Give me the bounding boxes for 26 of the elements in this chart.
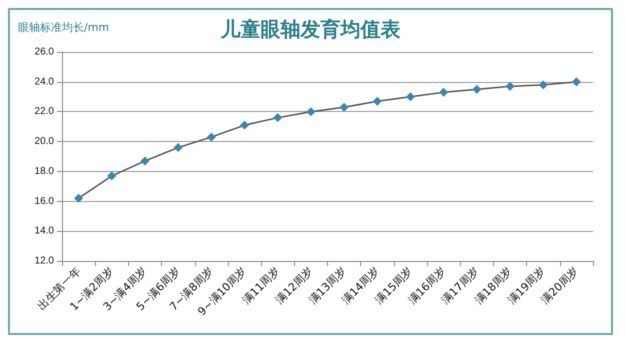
point [372, 96, 382, 106]
point [174, 143, 183, 152]
y-tick-label: 26.0 [34, 46, 54, 58]
y-tick-label: 16.0 [34, 196, 54, 207]
y-tick-label: 20.0 [34, 136, 54, 148]
y-tick-label: 22.0 [34, 106, 54, 118]
point [406, 92, 415, 102]
y-tick-label: 14.0 [34, 226, 54, 237]
point [206, 132, 216, 142]
chart-title: 儿童眼轴发育均值表 [220, 17, 400, 41]
y-tick-label: 24.0 [34, 76, 54, 88]
point [306, 107, 316, 116]
y-tick-label: 12.0 [34, 256, 54, 266]
point [107, 171, 116, 180]
point [340, 102, 349, 112]
point [240, 120, 250, 130]
point [140, 156, 150, 166]
y-tick-label: 18.0 [34, 166, 54, 177]
y-axis-title: 眼轴标准均长/mm [18, 21, 110, 34]
point [506, 82, 515, 91]
point [74, 194, 84, 203]
point [472, 84, 482, 94]
point [572, 77, 581, 86]
point [439, 88, 448, 97]
point [538, 80, 548, 90]
point [273, 113, 282, 122]
